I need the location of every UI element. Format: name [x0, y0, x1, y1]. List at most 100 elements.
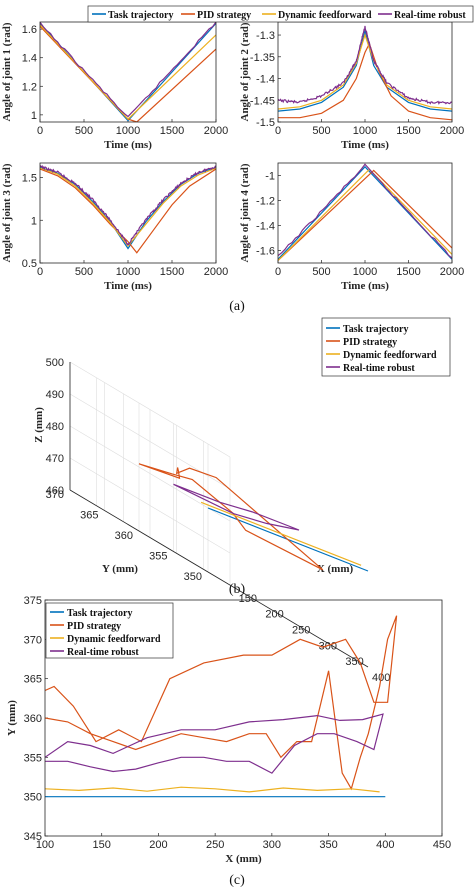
j4-ytick-label-0: -1	[265, 171, 275, 183]
j3-xtick-label-3: 1500	[160, 266, 184, 278]
j2-series-group	[278, 25, 452, 121]
j1-series-pid	[40, 25, 216, 122]
3d-series-ff	[200, 501, 362, 566]
legend-b-robust: Real-time robust	[343, 363, 415, 374]
j4-series-task	[278, 165, 452, 260]
j3-ytick-label-2: 1.5	[22, 173, 37, 185]
xy-xtick-label-3: 250	[206, 839, 224, 851]
j4-xtick-label-1: 500	[312, 266, 330, 278]
j3-xtick-label-2: 1000	[116, 266, 140, 278]
j4-series-group	[278, 163, 452, 261]
3d-xtick-1: 200	[265, 609, 283, 621]
3d-xlabel: X (mm)	[317, 563, 354, 575]
j3-ytick-label-1: 1	[31, 215, 37, 227]
legend-c-ff: Dynamic feedforward	[67, 634, 161, 645]
xy-ytick-label-0: 345	[24, 831, 42, 843]
legend-a-robust: Real-time robust	[394, 10, 466, 21]
legend-b-ff: Dynamic feedforward	[343, 350, 437, 361]
legend-c: Task trajectory PID strategy Dynamic fee…	[45, 602, 174, 659]
caption-b: (b)	[229, 582, 246, 597]
3d-xtick-4: 350	[345, 656, 363, 668]
j1-series-task	[40, 22, 216, 122]
j1-ylabel: Angle of joint 1 (rad)	[1, 22, 13, 121]
j3-series-group	[40, 164, 216, 254]
j4-xlabel: Time (ms)	[341, 280, 389, 292]
j4-series-robust	[278, 163, 452, 259]
j3-xtick-label-4: 2000	[204, 266, 228, 278]
xy-series-group	[45, 615, 398, 798]
j2-series-task	[278, 30, 452, 112]
j4-ytick-label-1: -1.2	[256, 196, 275, 208]
legend-a-ff: Dynamic feedforward	[278, 10, 372, 21]
j3-series-robust	[40, 164, 216, 246]
j2-ytick-label-4: -1.5	[256, 117, 275, 129]
3d-zlabel: Z (mm)	[33, 407, 45, 443]
legend-b: Task trajectory PID strategy Dynamic fee…	[321, 317, 451, 377]
xy-ylabel: Y (mm)	[6, 700, 18, 736]
chart-xy: 100 150 200 250 300 350 400 450 345 350 355 360 365 3…	[6, 595, 451, 865]
xy-xtick-label-5: 350	[319, 839, 337, 851]
j1-xtick-label-2: 1000	[116, 125, 140, 137]
j3-frame	[39, 162, 217, 264]
j4-ylabel: Angle of joint 4 (rad)	[239, 163, 251, 262]
j4-xtick-label-3: 1500	[396, 266, 420, 278]
3d-series-pid	[138, 463, 324, 571]
legend-a-task: Task trajectory	[108, 10, 173, 21]
legend-a-pid: PID strategy	[197, 10, 251, 21]
chart-j1: 0 500 1000 1500 2000 1 1.2 1.4 1.6 Time (ms) Angle…	[1, 21, 228, 151]
j2-xtick-label-3: 1500	[396, 125, 420, 137]
j3-xtick-label-1: 500	[75, 266, 93, 278]
chart-j4: 0 500 1000 1500 2000 -1 -1.2 -1.4 -1.6 Time (ms) A…	[239, 162, 464, 292]
j2-ylabel: Angle of joint 2 (rad)	[239, 22, 251, 121]
j1-ytick-label-2: 1.4	[22, 53, 37, 65]
3d-ztick-0: 460	[46, 485, 64, 497]
j1-series-robust	[40, 22, 216, 118]
j3-xtick-label-0: 0	[37, 266, 43, 278]
legend-c-robust: Real-time robust	[67, 647, 139, 658]
3d-ygrid-0	[207, 444, 369, 668]
3d-ztick-2: 480	[46, 421, 64, 433]
xy-series-robust	[45, 713, 384, 774]
chart-j2: 0 500 1000 1500 2000 -1.3 -1.35 -1.4 -1.45 -1.5 Ti…	[239, 21, 464, 151]
j2-xtick-label-0: 0	[275, 125, 281, 137]
caption-a: (a)	[229, 299, 245, 314]
3d-ytick-4: 370	[46, 489, 64, 501]
j3-series-pid	[40, 168, 216, 254]
3d-ztick-1: 470	[46, 453, 64, 465]
j4-xtick-label-4: 2000	[440, 266, 464, 278]
j4-series-pid	[278, 169, 452, 261]
legend-c-pid: PID strategy	[67, 621, 121, 632]
j4-ytick-label-2: -1.4	[256, 221, 275, 233]
j2-ytick-label-3: -1.45	[250, 95, 275, 107]
j1-ytick-label-3: 1.6	[22, 24, 37, 36]
box-3d	[69, 361, 369, 668]
j1-series-group	[40, 22, 216, 122]
j1-series-ff	[40, 24, 216, 120]
chart-3d: 460 470 480 490 500 350 355 360 365 370 150 200 250 3…	[33, 357, 390, 684]
j2-ytick-label-0: -1.3	[256, 30, 275, 42]
j1-xtick-label-4: 2000	[204, 125, 228, 137]
3d-xtick-2: 250	[292, 625, 310, 637]
xy-xtick-label-0: 100	[36, 839, 54, 851]
j1-xtick-label-3: 1500	[160, 125, 184, 137]
j2-xtick-label-1: 500	[312, 125, 330, 137]
xy-xtick-label-2: 200	[149, 839, 167, 851]
xy-xtick-label-4: 300	[263, 839, 281, 851]
j2-series-ff	[278, 33, 452, 110]
legend-a: Task trajectory PID strategy Dynamic fee…	[87, 5, 474, 23]
3d-series-robust	[173, 483, 300, 531]
j3-ylabel: Angle of joint 3 (rad)	[1, 163, 13, 262]
j4-series-ff	[278, 168, 452, 261]
xy-xtick-label-6: 400	[376, 839, 394, 851]
xy-ytick-label-3: 360	[24, 713, 42, 725]
j4-frame	[277, 162, 453, 264]
xy-ytick-label-5: 370	[24, 634, 42, 646]
3d-ygrid-1	[173, 423, 334, 647]
legend-b-pid: PID strategy	[343, 337, 397, 348]
j2-xtick-label-2: 1000	[353, 125, 377, 137]
3d-ytick-3: 365	[80, 510, 98, 522]
xy-ytick-label-2: 355	[24, 752, 42, 764]
j4-ytick-label-3: -1.6	[256, 246, 275, 258]
xy-frame	[44, 599, 443, 837]
